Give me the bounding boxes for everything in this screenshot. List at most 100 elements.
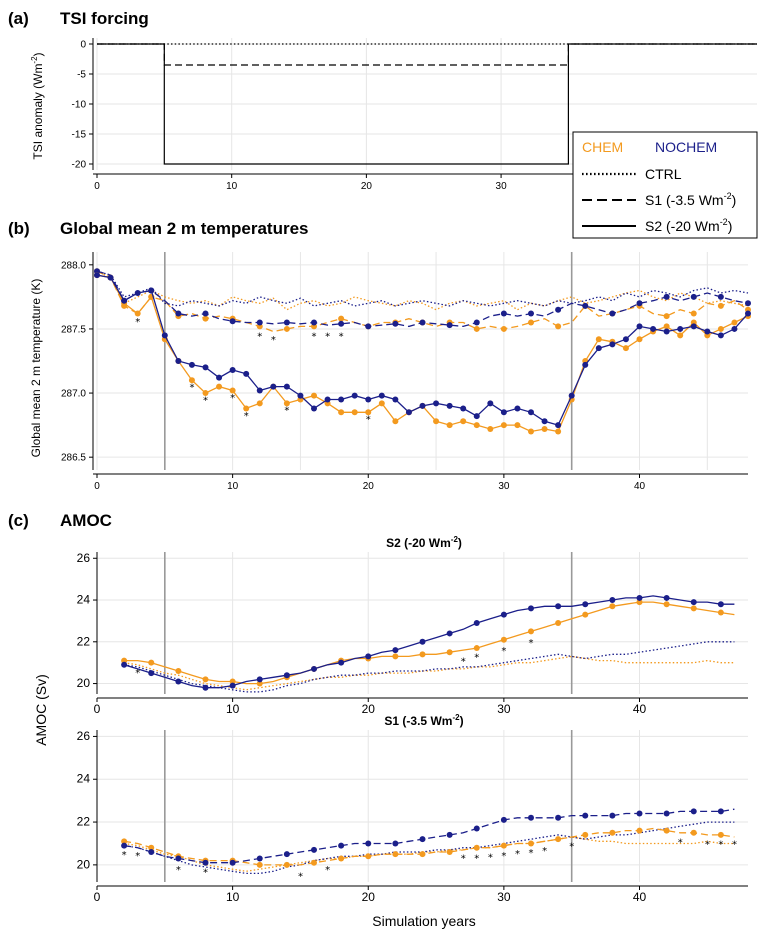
data-point (717, 325, 724, 332)
data-point (717, 601, 724, 608)
panel-c2-subtitle: S1 (-3.5 Wm-2) (384, 713, 463, 728)
significance-star: * (515, 849, 520, 860)
significance-star: * (244, 411, 249, 422)
data-point (351, 409, 358, 416)
data-point (582, 611, 589, 618)
data-point (528, 319, 534, 326)
significance-star: * (569, 842, 574, 853)
data-point (283, 400, 290, 407)
data-point (717, 831, 724, 838)
data-point (717, 293, 724, 300)
significance-star: * (271, 335, 276, 346)
significance-star: * (474, 853, 479, 864)
significance-star: * (474, 652, 479, 663)
data-point (202, 684, 209, 691)
data-point (677, 325, 684, 332)
data-point (311, 392, 317, 399)
data-point (229, 859, 236, 866)
data-point (446, 649, 453, 656)
data-point (338, 409, 345, 416)
data-point (175, 310, 182, 317)
data-point (311, 319, 317, 326)
significance-star: * (325, 331, 330, 342)
data-point (663, 601, 670, 608)
data-point (202, 310, 209, 317)
data-point (229, 366, 236, 373)
data-point (473, 645, 480, 652)
y-tick-label: 26 (77, 551, 91, 565)
data-point (690, 829, 697, 836)
data-point (121, 838, 128, 845)
data-point (161, 332, 168, 339)
data-point (107, 274, 114, 281)
data-point (175, 678, 182, 685)
significance-star: * (189, 383, 194, 394)
data-point (270, 383, 277, 390)
x-axis-label: Simulation years (372, 913, 476, 929)
series-line-nochem-ctrl (124, 821, 735, 875)
data-point (582, 812, 589, 819)
data-point (528, 310, 534, 317)
data-point (500, 409, 507, 416)
data-point (392, 647, 399, 654)
y-tick-label: 20 (77, 676, 91, 690)
data-point (148, 659, 155, 666)
data-point (311, 846, 317, 853)
significance-star: * (678, 837, 683, 848)
x-tick-label: 20 (362, 890, 376, 904)
y-tick-label: 24 (77, 772, 91, 786)
data-point (473, 413, 480, 420)
data-point (216, 374, 223, 381)
significance-star: * (312, 331, 317, 342)
data-point (121, 657, 128, 664)
data-point (378, 392, 385, 399)
data-point (568, 392, 575, 399)
data-point (283, 383, 290, 390)
data-point (175, 855, 182, 862)
data-point (595, 336, 602, 343)
panel-c-label: (c) (8, 511, 29, 530)
data-point (528, 409, 534, 416)
data-point (283, 325, 290, 332)
amoc-s2-plot: 20 22 24 26 0 10 20 30 40 * * * * * (77, 551, 748, 716)
data-point (636, 336, 643, 343)
panel-a-title: TSI forcing (60, 9, 149, 28)
legend-s1: S1 (-3.5 Wm-2) (645, 191, 736, 208)
data-point (609, 603, 616, 610)
data-point (663, 328, 670, 335)
data-point (121, 297, 128, 304)
significance-star: * (203, 867, 208, 878)
data-point (555, 323, 562, 330)
data-point (338, 315, 345, 322)
data-point (392, 396, 399, 403)
series-line-chem-ctrl (124, 836, 735, 872)
data-point (690, 310, 697, 317)
legend-nochem: NOCHEM (655, 139, 717, 155)
data-point (582, 361, 589, 368)
data-point (690, 323, 697, 330)
data-point (365, 396, 372, 403)
x-tick-label: 30 (498, 481, 510, 492)
data-point (446, 402, 453, 409)
legend-s2: S2 (-20 Wm-2) (645, 217, 732, 234)
data-point (487, 400, 494, 407)
amoc-s1-plot: 20 22 24 26 0 10 20 30 40 * * * * * * * * * * * * * * * * * * (77, 729, 748, 904)
data-point (188, 361, 195, 368)
data-point (365, 409, 372, 416)
data-point (663, 827, 670, 834)
data-point (243, 405, 250, 412)
legend: CHEM NOCHEM CTRL S1 (-3.5 Wm-2) S2 (-20 … (572, 131, 758, 239)
data-point (663, 323, 670, 330)
data-point (460, 418, 467, 425)
data-point (311, 859, 317, 866)
data-point (745, 300, 751, 307)
data-point (283, 861, 290, 868)
data-point (555, 422, 562, 429)
data-point (636, 810, 643, 817)
data-point (446, 630, 453, 637)
data-point (297, 392, 304, 399)
data-point (134, 290, 141, 297)
data-point (528, 814, 534, 821)
data-point (500, 816, 507, 823)
